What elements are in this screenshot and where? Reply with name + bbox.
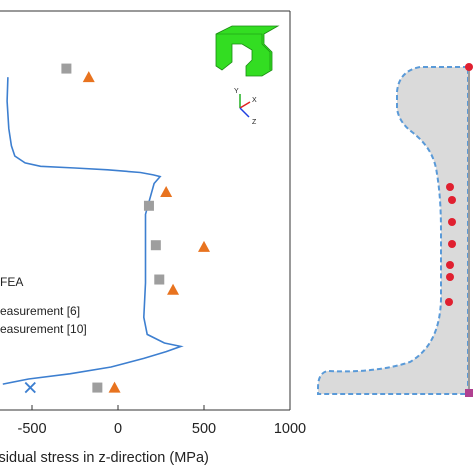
- measurement-10-point: [108, 381, 121, 393]
- x-axis-ticks: -500 0 500 1000: [17, 405, 306, 437]
- measurement-point: [448, 240, 456, 248]
- measurement-10-point: [160, 186, 173, 198]
- measurement-point: [445, 298, 453, 306]
- measurement-10-point: [198, 240, 210, 252]
- axis-z-label: Z: [252, 119, 257, 126]
- rail-cross-section: [317, 63, 473, 397]
- measurement-point: [448, 196, 456, 204]
- measurement-10-point: [167, 283, 180, 295]
- fea-line: [2, 77, 184, 385]
- measurement-6-point: [92, 382, 103, 393]
- measurement-point: [465, 63, 473, 71]
- rail-profile-shape: [317, 66, 469, 395]
- x-tick-label: 0: [114, 421, 122, 437]
- cross-marker: [24, 381, 36, 394]
- measurement-point: [446, 261, 454, 269]
- measurement-point: [446, 183, 454, 191]
- rail-3d-inset: Y X Z: [215, 25, 280, 126]
- measurement-10-point: [82, 71, 95, 83]
- measurement-point: [448, 218, 456, 226]
- measurement-6-point: [61, 63, 72, 74]
- x-tick-label: 1000: [274, 421, 306, 437]
- axis-y-label: Y: [234, 88, 239, 95]
- rail-3d-model: [215, 25, 280, 77]
- measurement-markers: [24, 63, 210, 394]
- measurement-point: [446, 273, 454, 281]
- measurement-6-point: [154, 274, 165, 285]
- legend-measurement-6-label: easurement [6]: [0, 304, 80, 318]
- axis-x-label: X: [252, 97, 257, 104]
- x-tick-label: -500: [17, 421, 46, 437]
- rail-end-marker: [465, 389, 473, 397]
- x-axis-label: Residual stress in z-direction (MPa): [0, 450, 209, 466]
- legend-measurement-10-label: easurement [10]: [0, 322, 87, 336]
- legend-fea-label: FEA: [0, 275, 23, 289]
- measurement-6-point: [150, 240, 161, 251]
- stress-plot: -500 0 500 1000 FEA easurement [6] easureme…: [0, 10, 306, 466]
- x-tick-label: 500: [192, 421, 216, 437]
- axis-triad: Y X Z: [234, 88, 257, 126]
- measurement-6-point: [143, 200, 154, 211]
- rail-3d-edge: [216, 33, 271, 70]
- legend: FEA easurement [6] easurement [10]: [0, 275, 87, 336]
